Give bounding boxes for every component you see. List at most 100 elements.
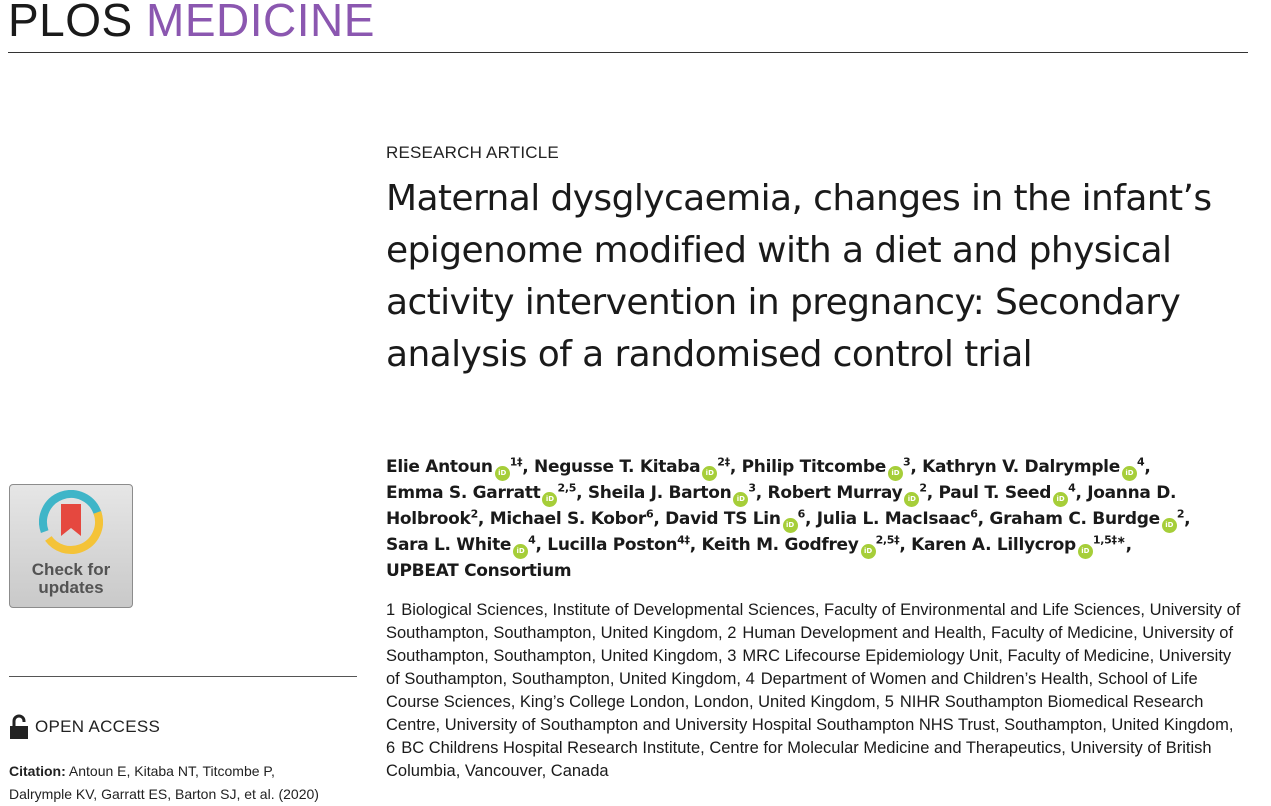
affiliation-text: Human Development and Health, Faculty of… bbox=[386, 624, 1234, 665]
affiliation-item: 1 Biological Sciences, Institute of Devel… bbox=[386, 601, 1240, 642]
orcid-icon[interactable]: iD bbox=[860, 544, 876, 559]
author-name[interactable]: Sara L. White bbox=[386, 535, 512, 555]
author-separator: , bbox=[899, 535, 912, 555]
author-affiliation-marker: 4 bbox=[1068, 481, 1076, 495]
affiliation-number: 6 bbox=[386, 739, 396, 757]
check-for-updates-icon bbox=[39, 490, 103, 554]
author-separator: , bbox=[477, 509, 490, 529]
author-name[interactable]: Keith M. Godfrey bbox=[701, 535, 859, 555]
author-affiliation-marker: 2,5 bbox=[557, 481, 577, 495]
orcid-icon[interactable]: iD bbox=[904, 492, 920, 507]
author-item[interactable]: Julia L. MacIsaac6, bbox=[816, 508, 990, 529]
author-item[interactable]: Joanna D. Holbrook2, bbox=[386, 483, 1176, 529]
article-type: RESEARCH ARTICLE bbox=[386, 143, 559, 162]
check-for-updates-button[interactable]: Check for updates bbox=[9, 484, 133, 608]
author-name[interactable]: Elie Antoun bbox=[386, 457, 493, 477]
author-name[interactable]: Sheila J. Barton bbox=[587, 483, 732, 503]
author-separator: , bbox=[1184, 509, 1191, 529]
author-name[interactable]: Graham C. Burdge bbox=[989, 509, 1160, 529]
author-separator: , bbox=[1144, 457, 1151, 477]
author-item[interactable]: Kathryn V. Dalrymple iD4, bbox=[922, 456, 1151, 481]
orcid-icon[interactable]: iD bbox=[1161, 518, 1177, 533]
orcid-icon[interactable]: iD bbox=[513, 544, 529, 559]
author-item[interactable]: Graham C. Burdge iD2, bbox=[989, 507, 1191, 533]
author-item[interactable]: UPBEAT Consortium bbox=[386, 561, 572, 581]
author-separator: , bbox=[689, 535, 702, 555]
journal-masthead[interactable]: PLOS MEDICINE bbox=[8, 0, 375, 46]
author-item[interactable]: Elie Antoun iD1‡, bbox=[386, 455, 534, 481]
orcid-icon[interactable]: iD bbox=[702, 466, 718, 481]
author-item[interactable]: Michael S. Kobor6, bbox=[489, 507, 666, 529]
author-item[interactable]: Emma S. Garratt iD2,5, bbox=[386, 481, 588, 507]
affiliation-item: 4 Department of Women and Children’s Heal… bbox=[386, 670, 1198, 711]
affiliation-number: 2 bbox=[727, 624, 737, 642]
author-name[interactable]: Joanna D. Holbrook bbox=[386, 483, 1177, 529]
affiliation-number: 4 bbox=[745, 670, 755, 688]
affiliation-list: 1 Biological Sciences, Institute of Devel… bbox=[386, 599, 1246, 783]
author-name[interactable]: Robert Murray bbox=[767, 483, 903, 503]
author-name[interactable]: Philip Titcombe bbox=[741, 457, 887, 477]
author-item[interactable]: Lucilla Poston4‡, bbox=[547, 533, 702, 555]
author-item[interactable]: Sara L. White iD4, bbox=[386, 533, 547, 559]
author-name[interactable]: Karen A. Lillycrop bbox=[911, 535, 1076, 555]
article-title: Maternal dysglycaemia, changes in the in… bbox=[386, 178, 1212, 375]
author-affiliation-marker: 2 bbox=[1176, 507, 1185, 521]
author-separator: , bbox=[910, 457, 923, 477]
orcid-icon[interactable]: iD bbox=[733, 492, 749, 507]
author-item[interactable]: Paul T. Seed iD4, bbox=[938, 481, 1088, 507]
badge-text-line2: updates bbox=[38, 578, 104, 597]
author-name[interactable]: Kathryn V. Dalrymple bbox=[922, 457, 1120, 477]
affiliation-number: 5 bbox=[884, 693, 894, 711]
orcid-icon[interactable]: iD bbox=[542, 492, 558, 507]
author-item[interactable]: Karen A. Lillycrop iD1,5‡∗, bbox=[911, 533, 1132, 559]
author-affiliation-marker: 2 bbox=[470, 507, 479, 521]
affiliation-number: 3 bbox=[727, 647, 737, 665]
author-item[interactable]: Sheila J. Barton iD3, bbox=[587, 481, 768, 507]
author-item[interactable]: Keith M. Godfrey iD2,5‡, bbox=[701, 534, 912, 559]
affiliation-item: 6 BC Childrens Hospital Research Institut… bbox=[386, 739, 1212, 780]
author-name[interactable]: David TS Lin bbox=[665, 509, 781, 529]
affiliation-item: 2 Human Development and Health, Faculty o… bbox=[386, 624, 1233, 665]
author-separator: , bbox=[926, 483, 939, 503]
affiliation-text: Biological Sciences, Institute of Develo… bbox=[386, 601, 1241, 642]
orcid-icon[interactable]: iD bbox=[1077, 544, 1093, 559]
author-item[interactable]: Philip Titcombe iD3, bbox=[741, 455, 923, 481]
author-separator: , bbox=[1125, 535, 1132, 555]
author-separator: , bbox=[729, 457, 742, 477]
orcid-icon[interactable]: iD bbox=[887, 466, 903, 481]
author-item[interactable]: David TS Lin iD6, bbox=[665, 507, 817, 533]
author-name[interactable]: Julia L. MacIsaac bbox=[816, 509, 971, 529]
orcid-icon[interactable]: iD bbox=[494, 466, 510, 481]
author-separator: , bbox=[977, 509, 990, 529]
author-list: Elie Antoun iD1‡, Negusse T. Kitaba iD2‡, … bbox=[386, 455, 1206, 584]
author-affiliation-marker: 6 bbox=[797, 507, 806, 521]
open-lock-icon bbox=[10, 714, 28, 739]
orcid-icon[interactable]: iD bbox=[1121, 466, 1137, 481]
affiliation-item: 5 NIHR Southampton Biomedical Research Ce… bbox=[386, 693, 1233, 734]
author-affiliation-marker: 1‡ bbox=[509, 455, 523, 469]
orcid-icon[interactable]: iD bbox=[782, 518, 798, 533]
author-affiliation-marker: 3 bbox=[748, 481, 756, 495]
sidebar-divider bbox=[9, 676, 357, 677]
masthead-medicine: MEDICINE bbox=[146, 0, 375, 46]
author-affiliation-marker: 3 bbox=[902, 455, 911, 469]
author-name[interactable]: Lucilla Poston bbox=[547, 535, 678, 555]
author-name[interactable]: Negusse T. Kitaba bbox=[534, 457, 701, 477]
citation-line1: Antoun E, Kitaba NT, Titcombe P, bbox=[68, 763, 275, 779]
author-separator: , bbox=[653, 509, 666, 529]
badge-text-line1: Check for bbox=[31, 560, 111, 579]
header-divider bbox=[8, 52, 1248, 53]
author-affiliation-marker: 1,5‡∗ bbox=[1092, 533, 1126, 547]
author-name[interactable]: UPBEAT Consortium bbox=[386, 561, 572, 581]
author-name[interactable]: Emma S. Garratt bbox=[386, 483, 541, 503]
author-affiliation-marker: 4‡ bbox=[677, 533, 690, 547]
author-name[interactable]: Paul T. Seed bbox=[938, 483, 1052, 503]
author-separator: , bbox=[1075, 483, 1088, 503]
author-item[interactable]: Negusse T. Kitaba iD2‡, bbox=[534, 456, 742, 481]
orcid-icon[interactable]: iD bbox=[1053, 492, 1069, 507]
author-affiliation-marker: 6 bbox=[645, 507, 654, 521]
author-name[interactable]: Michael S. Kobor bbox=[489, 509, 647, 529]
open-access-text: OPEN ACCESS bbox=[35, 717, 161, 736]
author-item[interactable]: Robert Murray iD2, bbox=[767, 482, 939, 507]
author-affiliation-marker: 4 bbox=[528, 533, 536, 547]
